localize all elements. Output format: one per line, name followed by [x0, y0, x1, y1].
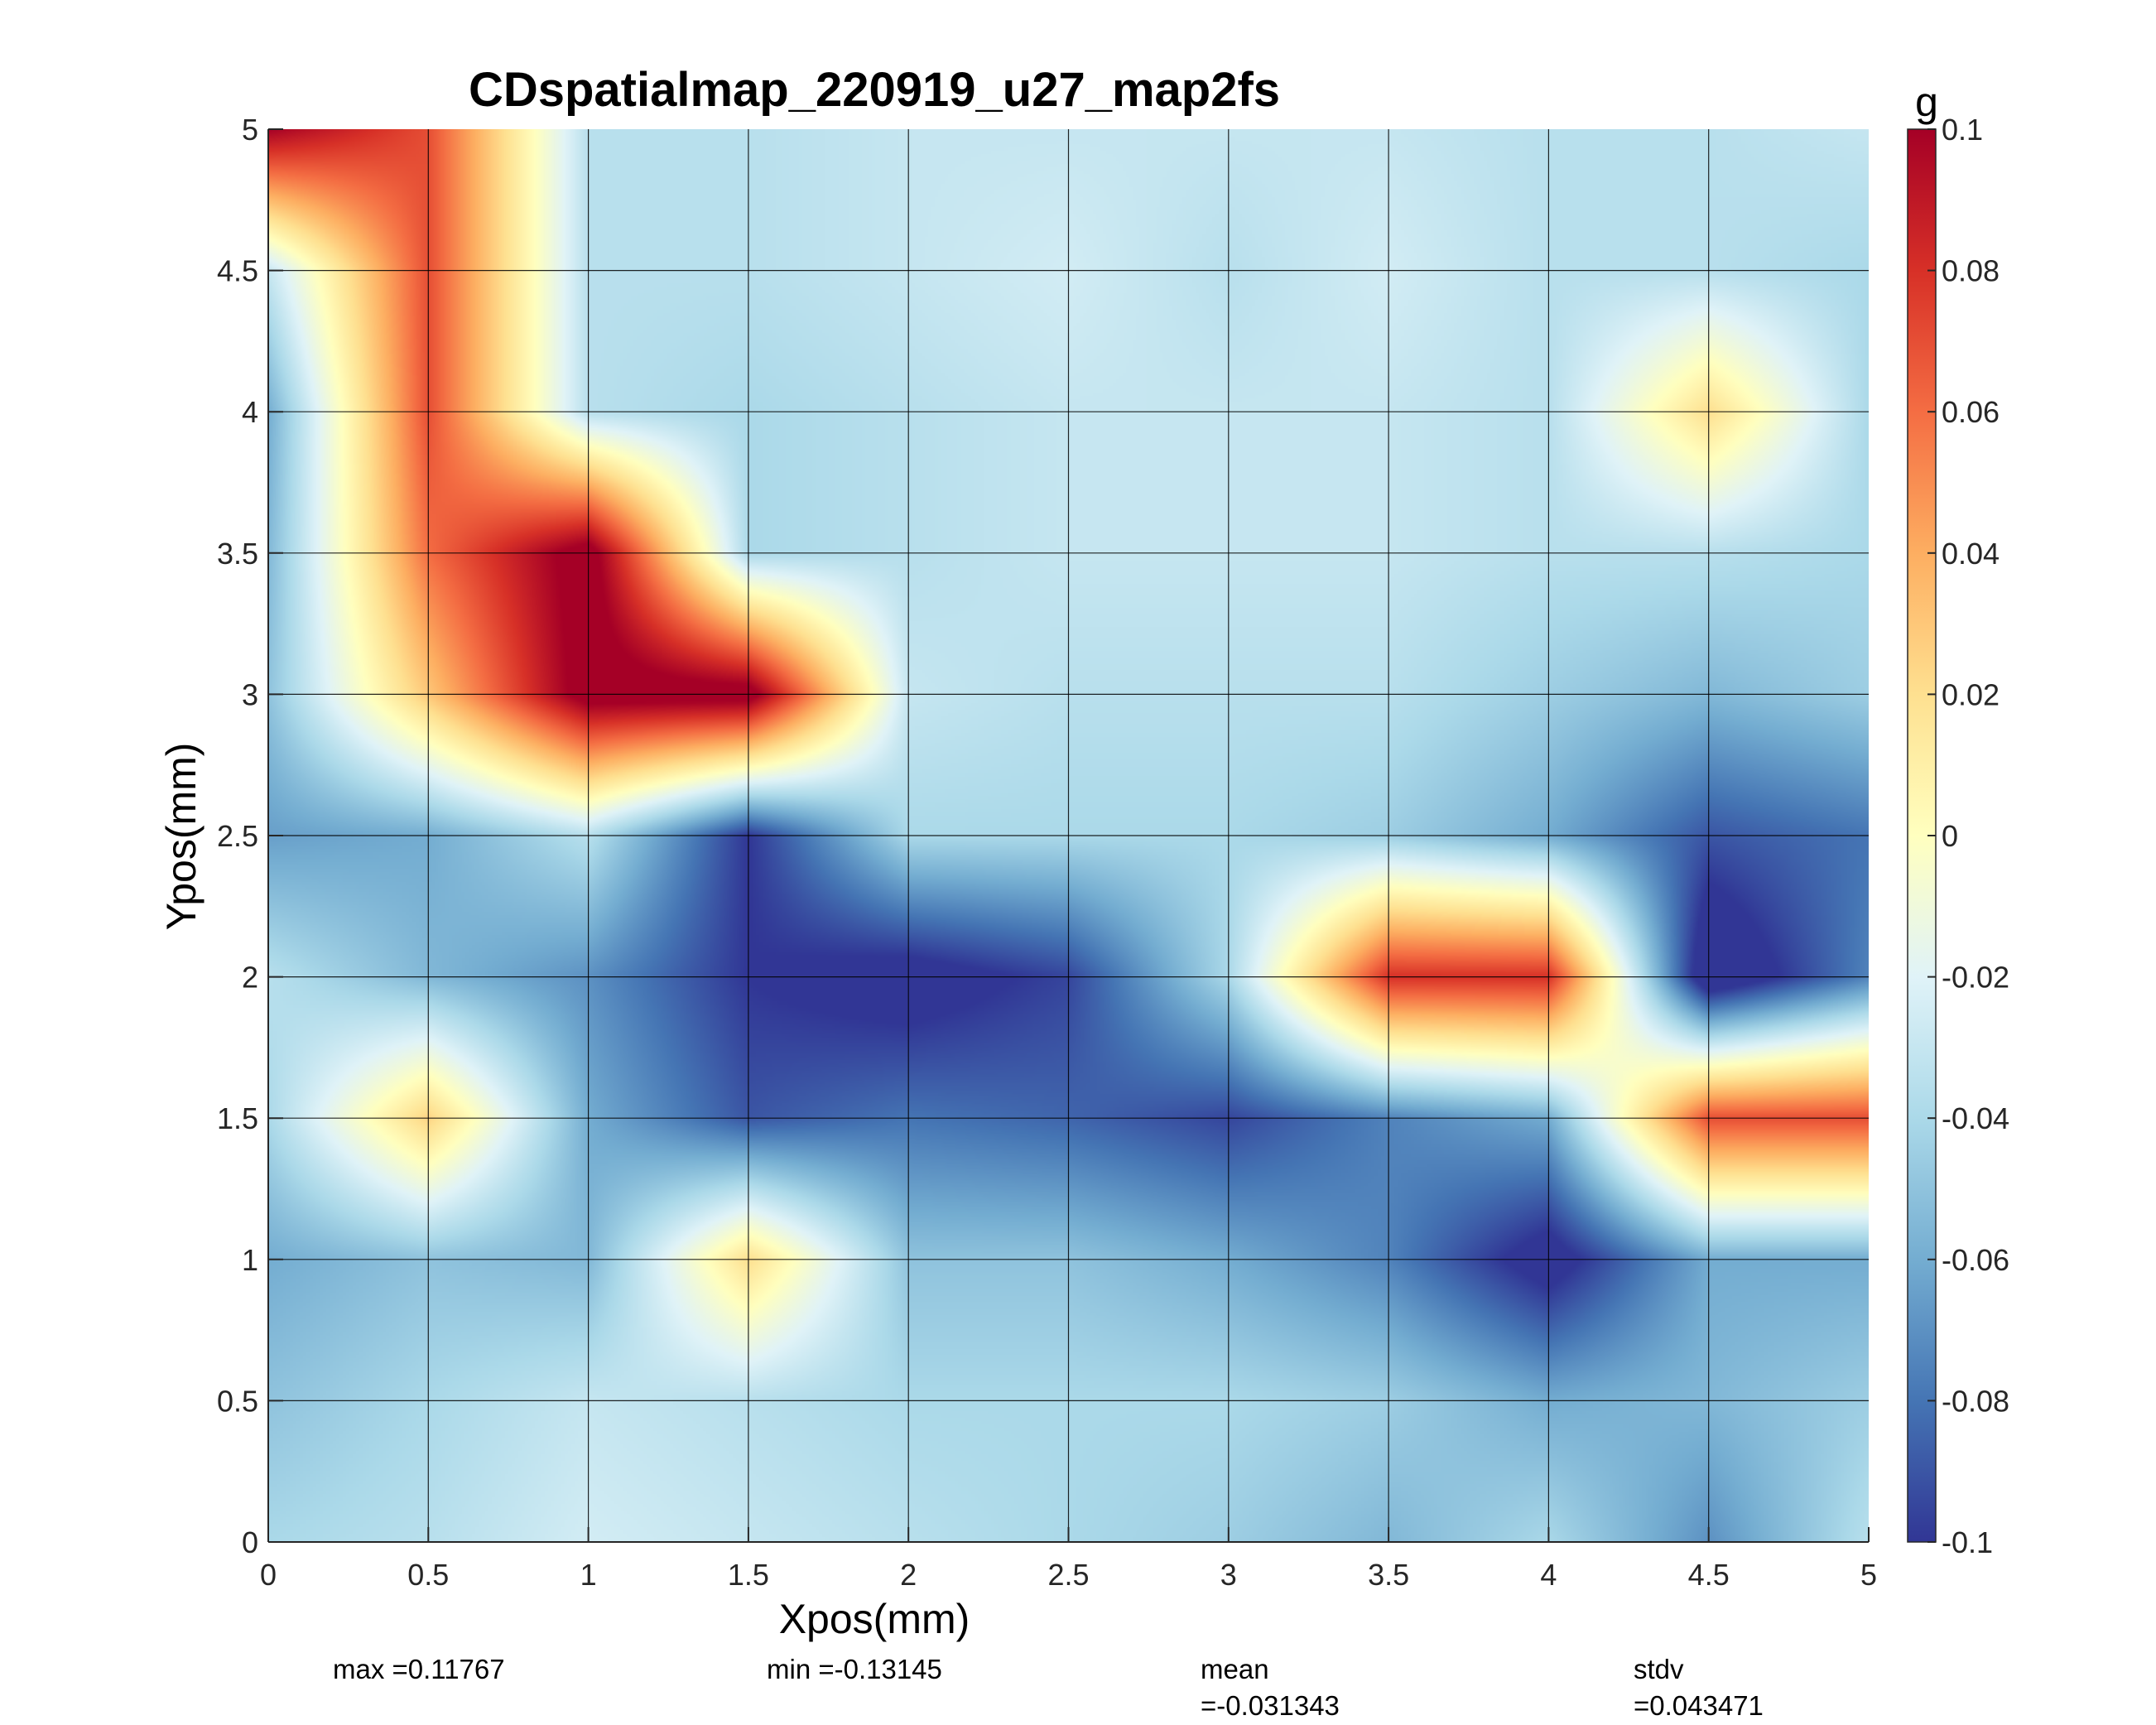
- stat-max: max =0.11767: [333, 1654, 505, 1684]
- colorbar-tick-label: -0.06: [1942, 1243, 2009, 1277]
- colorbar-tick-label: 0.1: [1942, 113, 1983, 147]
- x-tick-label: 5: [1860, 1558, 1877, 1592]
- colorbar-tick-label: 0.06: [1942, 395, 2000, 429]
- y-axis-label: Ypos(mm): [158, 743, 205, 931]
- x-tick-label: 1.5: [728, 1558, 769, 1592]
- x-tick-label: 1: [580, 1558, 597, 1592]
- colorbar: -0.1 -0.08 -0.06 -0.04 -0.02 0 0.02 0.04 0.06 0.0…: [1907, 113, 2009, 1559]
- x-tick-label: 4.5: [1688, 1558, 1730, 1592]
- y-tick-label: 1: [242, 1243, 258, 1277]
- y-tick-label: 3.5: [217, 537, 258, 571]
- colorbar-tick-label: 0.04: [1942, 537, 2000, 571]
- colorbar-tick-label: -0.08: [1942, 1384, 2009, 1418]
- x-tick-label: 0: [260, 1558, 277, 1592]
- y-tick-label: 0: [242, 1525, 258, 1559]
- y-tick-label: 4: [242, 395, 258, 429]
- stat-stdv-value: =0.043471: [1634, 1690, 1764, 1721]
- stat-min: min =-0.13145: [767, 1654, 942, 1684]
- colorbar-tick-label: 0.08: [1942, 254, 2000, 288]
- x-tick-label: 3.5: [1368, 1558, 1409, 1592]
- colorbar-tick-label: 0.02: [1942, 677, 2000, 711]
- x-tick-label: 0.5: [407, 1558, 449, 1592]
- y-tick-label: 0.5: [217, 1384, 258, 1418]
- y-tick-label: 2.5: [217, 819, 258, 853]
- y-tick-label: 1.5: [217, 1101, 258, 1135]
- stat-stdv-label: stdv: [1634, 1654, 1684, 1684]
- colorbar-tick-label: 0: [1942, 819, 1958, 853]
- colorbar-tick-label: -0.1: [1942, 1525, 1993, 1559]
- chart-title: CDspatialmap_220919_u27_map2fs: [469, 63, 1280, 117]
- x-tick-label: 2.5: [1047, 1558, 1089, 1592]
- x-tick-label: 2: [900, 1558, 917, 1592]
- colorbar-tick-label: -0.02: [1942, 961, 2009, 995]
- x-tick-label: 4: [1540, 1558, 1557, 1592]
- colorbar-tick-label: -0.04: [1942, 1101, 2009, 1135]
- x-tick-label: 3: [1220, 1558, 1237, 1592]
- y-tick-label: 5: [242, 113, 258, 147]
- stat-mean-value: =-0.031343: [1201, 1690, 1340, 1721]
- plot-area: 0 0.5 1 1.5 2 2.5 3 3.5 4 4.5 5 0 0.5 1 1.5 2 2.5 3 3.5 4 4.…: [217, 113, 1877, 1592]
- x-axis-label: Xpos(mm): [779, 1596, 970, 1642]
- colorbar-label: g: [1915, 79, 1938, 125]
- y-tick-label: 3: [242, 677, 258, 711]
- stat-mean-label: mean: [1201, 1654, 1269, 1684]
- y-tick-label: 2: [242, 961, 258, 995]
- y-tick-label: 4.5: [217, 254, 258, 288]
